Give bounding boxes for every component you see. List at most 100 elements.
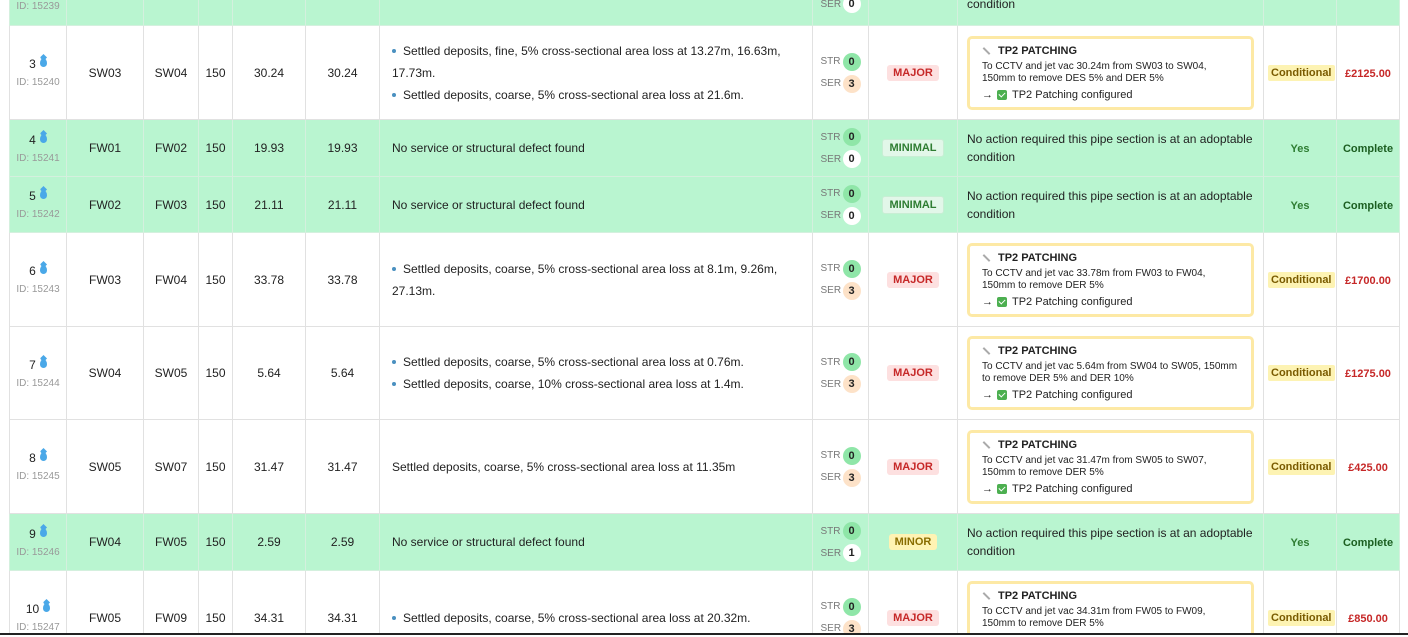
- str-grade: 0: [842, 522, 861, 540]
- finish-node-cell: FW04: [143, 232, 199, 327]
- ser-label: SER: [820, 210, 842, 221]
- severity-badge: MAJOR: [887, 458, 939, 475]
- action-text: No action required this pipe section is …: [967, 526, 1253, 558]
- action-text: No action required this pipe section is …: [967, 188, 1253, 221]
- diameter-cell: 150: [198, 176, 233, 233]
- card-description: To CCTV and jet vac 34.31m from FW05 to …: [982, 605, 1206, 629]
- card-description: To CCTV and jet vac 5.64m from SW04 to S…: [982, 361, 1238, 384]
- row-index: 10: [25, 602, 40, 616]
- card-status: → TP2 Patching configured: [982, 634, 1239, 636]
- index-cell: ID: 15239: [9, 0, 67, 26]
- table-row[interactable]: 9 ID: 15246 FW04 FW05 150 2.59 2.59 No se…: [9, 513, 1400, 571]
- cost-status-cell: Complete: [1336, 513, 1400, 571]
- adoptable-cell: Conditional: [1263, 326, 1337, 420]
- table-row[interactable]: 7 ID: 15244 SW04 SW05 150 5.64 5.64 Settl…: [9, 326, 1400, 420]
- remedial-action-card[interactable]: TP2 PATCHING To CCTV and jet vac 31.47m …: [967, 429, 1254, 504]
- index-cell: 5 ID: 15242: [9, 176, 67, 233]
- table-row-partial[interactable]: ID: 15239 SER 0 condition: [9, 0, 1400, 26]
- ser-label: SER: [820, 547, 842, 559]
- water-drop-icon: [39, 133, 47, 143]
- observations-cell: No service or structural defect found: [379, 513, 813, 571]
- cost-status-cell: £1275.00: [1336, 326, 1400, 420]
- wrench-icon: [982, 591, 991, 600]
- str-grade: 0: [842, 128, 861, 146]
- ser-label: SER: [820, 285, 842, 296]
- start-node-cell: SW05: [66, 419, 144, 514]
- total-length-cell: 2.59: [305, 513, 380, 571]
- surveyed-length-cell: 2.59: [232, 513, 306, 571]
- surveyed-length-cell: 21.11: [232, 176, 306, 233]
- card-title: TP2 PATCHING: [998, 589, 1078, 602]
- card-status-text: TP2 Patching configured: [1012, 634, 1132, 636]
- remedial-action-card[interactable]: TP2 PATCHING To CCTV and jet vac 33.78m …: [967, 242, 1254, 317]
- ser-grade: 3: [842, 375, 861, 393]
- observation-item: Settled deposits, coarse, 5% cross-secti…: [392, 351, 808, 373]
- row-index: 8: [29, 451, 36, 465]
- remedial-action-card[interactable]: TP2 PATCHING To CCTV and jet vac 34.31m …: [967, 580, 1254, 636]
- index-cell: 6 ID: 15243: [9, 232, 67, 327]
- adoptable-cell: Conditional: [1263, 25, 1337, 120]
- str-grade: 0: [842, 597, 861, 616]
- index-cell: 9 ID: 15246: [9, 513, 67, 571]
- water-drop-icon: [39, 358, 47, 368]
- index-cell: 3 ID: 15240: [9, 25, 67, 120]
- start-node-cell: FW05: [66, 570, 144, 633]
- card-status-text: TP2 Patching configured: [1012, 295, 1133, 308]
- grade-cell: STR 0 SER 3: [812, 326, 869, 420]
- severity-badge: MINIMAL: [882, 139, 944, 157]
- table-row[interactable]: 6 ID: 15243 FW03 FW04 150 33.78 33.78 Set…: [9, 232, 1400, 327]
- adoptable-cell: Conditional: [1263, 570, 1337, 633]
- total-length-cell: 21.11: [305, 176, 380, 233]
- surveyed-length-cell: 33.78: [232, 232, 306, 327]
- card-status-text: TP2 Patching configured: [1012, 389, 1133, 401]
- bullet-icon: [392, 48, 396, 53]
- total-length-cell: 33.78: [305, 232, 380, 327]
- record-id: ID: 15242: [16, 209, 60, 220]
- water-drop-icon: [43, 603, 51, 612]
- str-label: STR: [820, 525, 841, 537]
- grade-cell: STR 0 SER 1: [812, 513, 869, 571]
- adoptable-badge: Conditional: [1268, 458, 1335, 475]
- row-index: 3: [29, 57, 36, 71]
- remedial-action-card[interactable]: TP2 PATCHING To CCTV and jet vac 5.64m f…: [967, 336, 1254, 410]
- start-node-cell: SW03: [66, 25, 144, 120]
- status-value: Complete: [1342, 199, 1394, 212]
- table-row[interactable]: 3 ID: 15240 SW03 SW04 150 30.24 30.24 Set…: [9, 25, 1400, 120]
- diameter-cell: 150: [198, 513, 233, 571]
- index-cell: 4 ID: 15241: [9, 119, 67, 177]
- ser-label: SER: [820, 623, 842, 634]
- observations-cell: No service or structural defect found: [379, 119, 813, 177]
- severity-cell: MINIMAL: [868, 119, 958, 177]
- cost-value: £1275.00: [1345, 368, 1391, 380]
- str-label: STR: [820, 450, 841, 461]
- table-row[interactable]: 5 ID: 15242 FW02 FW03 150 21.11 21.11 No …: [9, 176, 1400, 233]
- action-cell: No action required this pipe section is …: [957, 176, 1264, 233]
- start-node-cell: FW03: [66, 232, 144, 327]
- str-label: STR: [820, 56, 841, 67]
- str-grade: 0: [842, 184, 861, 203]
- start-node-cell: SW04: [66, 326, 144, 420]
- grade-cell: STR 0 SER 0: [812, 176, 869, 233]
- remedial-action-card[interactable]: TP2 PATCHING To CCTV and jet vac 30.24m …: [967, 35, 1254, 110]
- cost-value: £1700.00: [1345, 274, 1391, 287]
- observation-item: Settled deposits, coarse, 5% cross-secti…: [392, 261, 778, 298]
- water-drop-icon: [39, 452, 47, 461]
- table-row[interactable]: 4 ID: 15241 FW01 FW02 150 19.93 19.93 No …: [9, 119, 1400, 177]
- total-length-cell: 34.31: [305, 570, 380, 633]
- surveyed-length-cell: 5.64: [232, 326, 306, 420]
- row-index: 9: [29, 526, 36, 541]
- ser-grade: 3: [842, 468, 861, 487]
- grade-cell: STR 0 SER 0: [812, 119, 869, 177]
- table-row[interactable]: 8 ID: 15245 SW05 SW07 150 31.47 31.47 Set…: [9, 419, 1400, 514]
- checkbox-checked-icon: [997, 89, 1007, 100]
- index-cell: 8 ID: 15245: [9, 419, 67, 514]
- card-status: → TP2 Patching configured: [982, 389, 1239, 401]
- bullet-icon: [392, 360, 396, 364]
- table-row[interactable]: 10 ID: 15247 FW05 FW09 150 34.31 34.31 Se…: [9, 570, 1400, 636]
- record-id: ID: 15244: [16, 377, 60, 389]
- ser-grade: 1: [842, 544, 861, 562]
- adoptable-badge: Conditional: [1268, 365, 1335, 381]
- adoptable-cell: Yes: [1263, 176, 1337, 233]
- grade-cell: STR 0 SER 3: [812, 25, 869, 120]
- wrench-icon: [982, 253, 991, 262]
